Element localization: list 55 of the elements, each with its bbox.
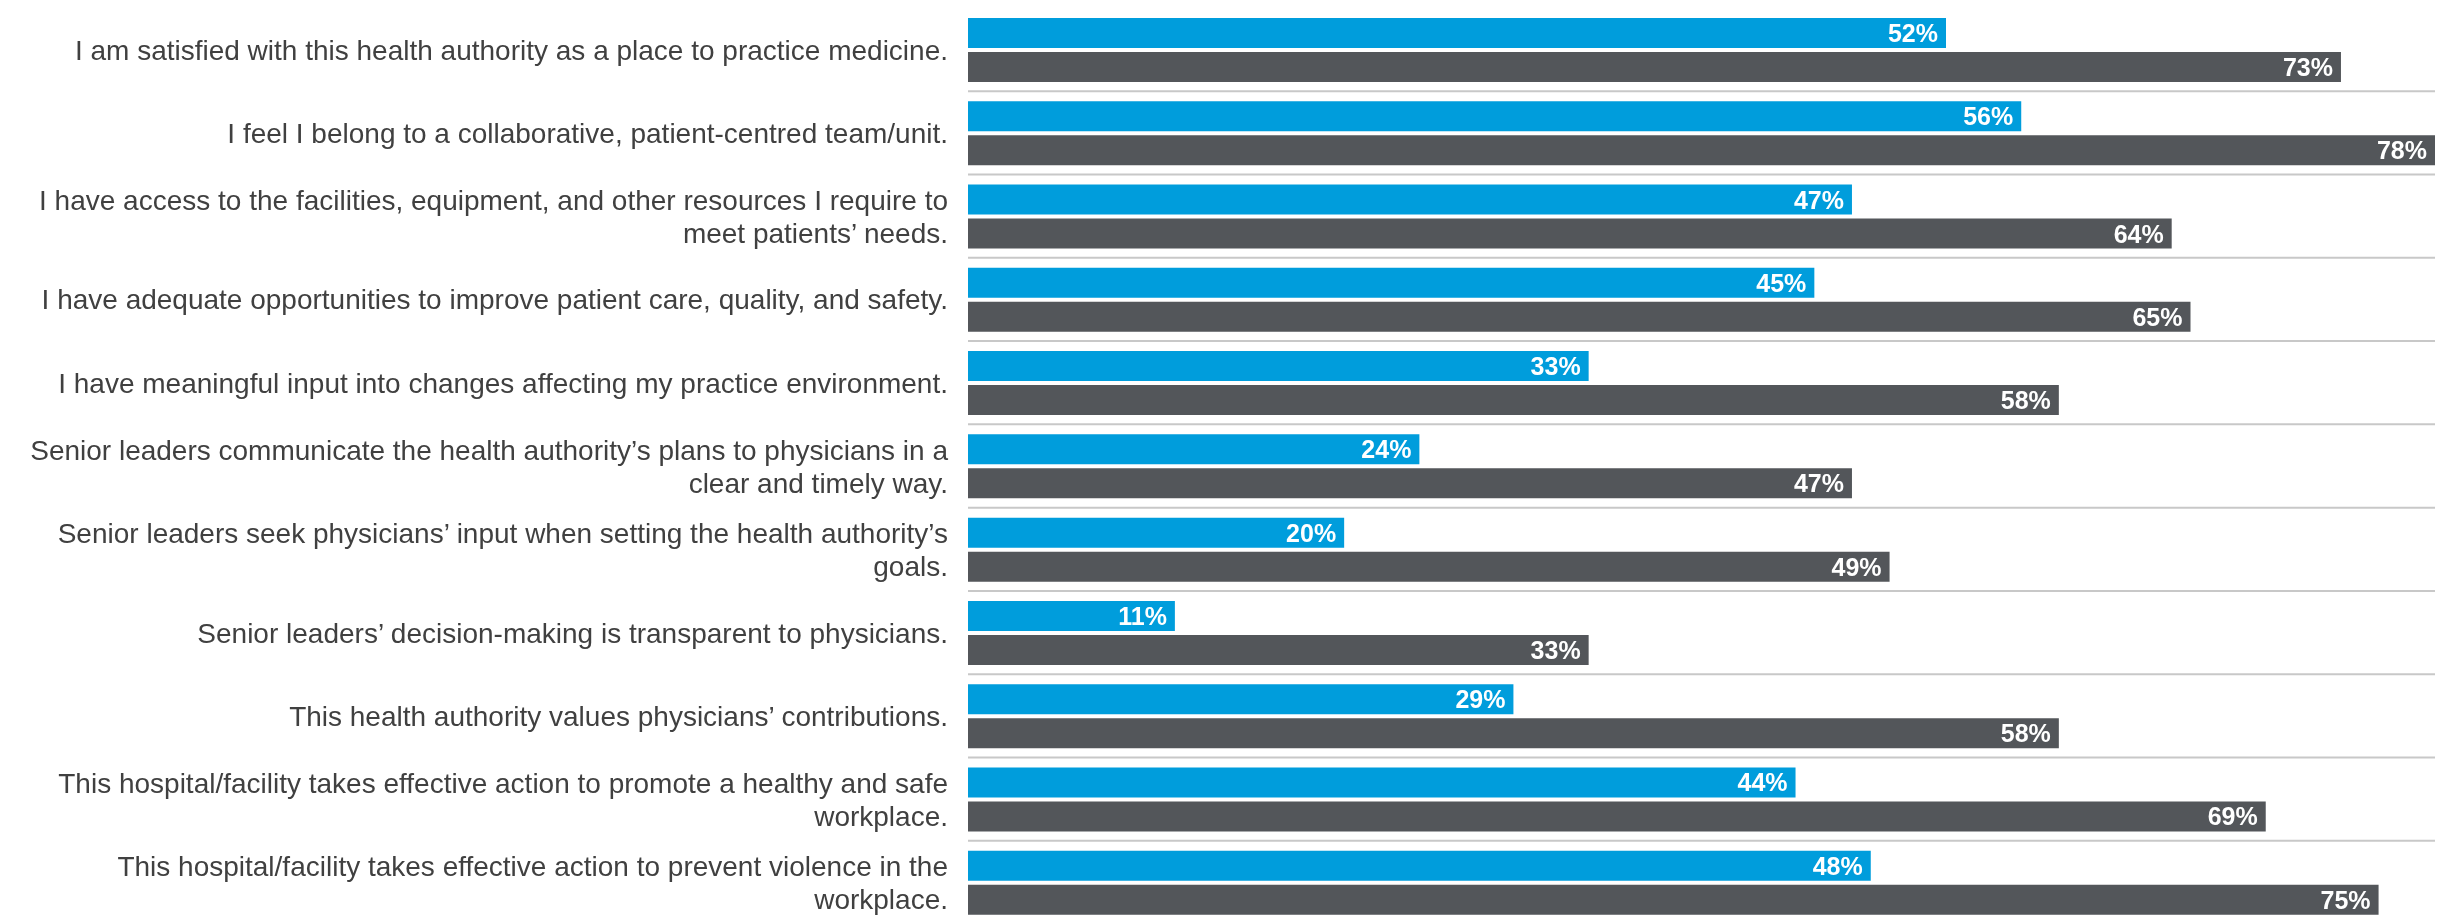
data-label: 52% bbox=[1887, 18, 1938, 47]
data-label: 58% bbox=[2000, 719, 2051, 748]
bar bbox=[968, 600, 1175, 631]
bar bbox=[968, 551, 1890, 582]
data-label: 56% bbox=[1963, 102, 2014, 131]
data-label: 45% bbox=[1756, 268, 1807, 297]
bar bbox=[968, 718, 2059, 749]
data-label: 48% bbox=[1812, 851, 1863, 880]
y-tick-label: I feel I belong to a collaborative, patient-centred team/unit. bbox=[227, 117, 948, 149]
bar bbox=[968, 684, 1514, 715]
data-label: 64% bbox=[2113, 219, 2164, 248]
bar bbox=[968, 351, 1589, 382]
bar bbox=[968, 434, 1420, 465]
bar bbox=[968, 218, 2172, 249]
bar bbox=[968, 184, 1852, 215]
data-label: 73% bbox=[2282, 52, 2333, 81]
data-label: 69% bbox=[2207, 802, 2258, 831]
y-tick-label: I am satisfied with this health authority as a place to practice medicine. bbox=[74, 34, 948, 66]
bar bbox=[968, 634, 1589, 665]
data-label: 44% bbox=[1737, 768, 1788, 797]
bar bbox=[968, 850, 1871, 881]
data-label: 11% bbox=[1118, 601, 1167, 630]
y-tick-label: I have meaningful input into changes affecting my practice environment. bbox=[58, 367, 948, 399]
bar bbox=[968, 101, 2022, 132]
data-label: 33% bbox=[1530, 635, 1581, 664]
bar bbox=[968, 301, 2191, 332]
data-label: 20% bbox=[1286, 518, 1337, 547]
bar bbox=[968, 51, 2341, 82]
data-label: 58% bbox=[2000, 386, 2051, 415]
y-tick-label: This hospital/facility takes effective action to prevent violence in the workplace. bbox=[117, 850, 948, 915]
data-label: 47% bbox=[1793, 185, 1844, 214]
data-label: 29% bbox=[1455, 685, 1506, 714]
bar bbox=[968, 267, 1815, 298]
data-label: 49% bbox=[1831, 552, 1882, 581]
bar bbox=[968, 884, 2379, 915]
y-tick-label: Senior leaders communicate the health authority’s plans to physicians in a clear and timely way. bbox=[30, 434, 949, 498]
bar bbox=[968, 468, 1852, 499]
y-tick-label: This hospital/facility takes effective action to promote a healthy and safe workplace. bbox=[58, 767, 948, 832]
data-label: 65% bbox=[2132, 302, 2183, 331]
y-tick-label: I have adequate opportunities to improve patient care, quality, and safety. bbox=[41, 283, 948, 315]
data-label: 24% bbox=[1361, 435, 1412, 464]
data-label: 47% bbox=[1793, 469, 1844, 498]
data-label: 75% bbox=[2320, 885, 2371, 914]
y-tick-label: This health authority values physicians’ contributions. bbox=[289, 700, 948, 732]
bar bbox=[968, 135, 2435, 166]
bar bbox=[968, 17, 1946, 48]
data-label: 78% bbox=[2376, 136, 2427, 165]
bar bbox=[968, 767, 1796, 798]
bar bbox=[968, 801, 2266, 832]
bar bbox=[968, 517, 1345, 548]
bar bbox=[968, 385, 2059, 416]
data-label: 33% bbox=[1530, 352, 1581, 381]
y-tick-label: Senior leaders seek physicians’ input when setting the health authority’s goals. bbox=[57, 517, 948, 582]
y-tick-label: Senior leaders’ decision-making is transparent to physicians. bbox=[197, 617, 948, 649]
y-tick-label: I have access to the facilities, equipment, and other resources I require to meet patients’ needs. bbox=[39, 184, 948, 249]
